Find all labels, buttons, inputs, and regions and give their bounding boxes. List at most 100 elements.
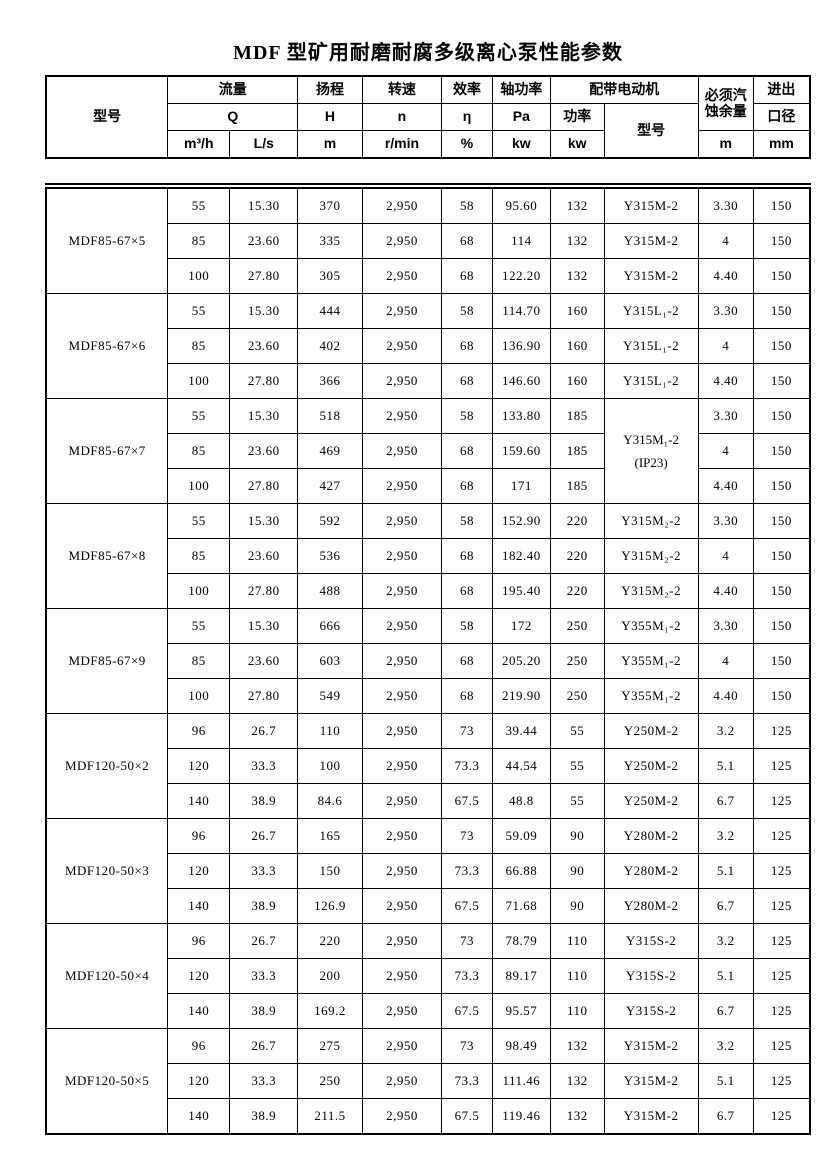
cell-npsh: 4.40 <box>697 678 754 714</box>
cell-diameter: 125 <box>752 1098 811 1135</box>
pump-model-cell: MDF120-50×3 <box>45 818 169 924</box>
cell-flow-ls: 26.7 <box>229 1028 299 1064</box>
table-row: 120 33.3 150 2,950 73.3 66.88 90 Y280M-2 5.1 125 <box>46 853 811 889</box>
cell-diameter: 125 <box>752 923 811 959</box>
cell-motor-model: Y315M₂-2 <box>603 538 699 574</box>
cell-flow-ls: 23.60 <box>229 328 299 364</box>
cell-speed: 2,950 <box>361 993 443 1029</box>
header-row-3: m³/h L/s m r/min % kw kw m mm <box>46 130 811 159</box>
cell-speed: 2,950 <box>361 258 443 294</box>
cell-speed: 2,950 <box>361 293 443 329</box>
motor-model-line: Y315M₁-2 <box>623 431 679 447</box>
cell-motor-power: 250 <box>549 678 605 714</box>
cell-efficiency: 68 <box>441 223 493 259</box>
cell-flow-ls: 27.80 <box>229 678 299 714</box>
cell-motor-model: Y315L₁-2 <box>603 328 699 364</box>
cell-head: 444 <box>297 293 363 329</box>
cell-head: 150 <box>297 853 363 889</box>
cell-speed: 2,950 <box>361 538 443 574</box>
cell-motor-model: Y315M-2 <box>603 1063 699 1099</box>
cell-motor-model: Y315S-2 <box>603 958 699 994</box>
cell-flow-m3h: 120 <box>167 1063 231 1099</box>
cell-npsh: 6.7 <box>697 783 754 819</box>
cell-shaft-power: 71.68 <box>491 888 551 924</box>
cell-head: 518 <box>297 398 363 434</box>
cell-diameter: 150 <box>752 223 811 259</box>
symbol-flow-q: Q <box>167 103 299 131</box>
cell-flow-m3h: 55 <box>167 608 231 644</box>
cell-motor-power: 90 <box>549 888 605 924</box>
cell-flow-m3h: 96 <box>167 818 231 854</box>
cell-flow-m3h: 96 <box>167 923 231 959</box>
cell-shaft-power: 44.54 <box>491 748 551 784</box>
cell-npsh: 3.2 <box>697 923 754 959</box>
cell-efficiency: 67.5 <box>441 1098 493 1135</box>
cell-flow-ls: 38.9 <box>229 888 299 924</box>
table-row: 120 33.3 100 2,950 73.3 44.54 55 Y250M-2 5.1 125 <box>46 748 811 784</box>
cell-motor-power: 90 <box>549 853 605 889</box>
cell-flow-m3h: 85 <box>167 223 231 259</box>
pump-model-cell: MDF85-67×8 <box>45 503 169 609</box>
cell-head: 427 <box>297 468 363 504</box>
cell-efficiency: 73.3 <box>441 1063 493 1099</box>
cell-flow-ls: 23.60 <box>229 223 299 259</box>
cell-flow-m3h: 140 <box>167 783 231 819</box>
cell-npsh: 3.2 <box>697 713 754 749</box>
cell-head: 165 <box>297 818 363 854</box>
cell-motor-power: 110 <box>549 923 605 959</box>
header-row-1: 型号 流量 扬程 转速 效率 轴功率 配带电动机 必须汽 蚀余量 进出 <box>45 75 811 159</box>
cell-speed: 2,950 <box>361 187 443 224</box>
cell-motor-model: Y280M-2 <box>603 818 699 854</box>
table-row: 100 27.80 488 2,950 68 195.40 220 Y315M₂-2 4.40 1… <box>46 573 811 609</box>
cell-speed: 2,950 <box>361 363 443 399</box>
table-row: 85 23.60 536 2,950 68 182.40 220 Y315M₂-2 4 150 <box>46 538 811 574</box>
page-title: MDF 型矿用耐磨耐腐多级离心泵性能参数 <box>233 42 623 64</box>
pump-data-table: MDF85-67×5 55 15.30 370 2,950 58 95.60 132 Y315M… <box>45 187 811 1135</box>
cell-motor-model: Y315M₂-2 <box>603 503 699 539</box>
cell-shaft-power: 122.20 <box>491 258 551 294</box>
cell-motor-power: 185 <box>549 433 605 469</box>
cell-motor-model: Y315M₂-2 <box>603 573 699 609</box>
cell-npsh: 4 <box>697 223 754 259</box>
cell-shaft-power: 182.40 <box>491 538 551 574</box>
cell-head: 666 <box>297 608 363 644</box>
cell-diameter: 125 <box>752 1028 811 1064</box>
cell-shaft-power: 119.46 <box>491 1098 551 1135</box>
header-table: 型号 流量 扬程 转速 效率 轴功率 配带电动机 必须汽 蚀余量 进出 Q H … <box>45 75 811 159</box>
cell-diameter: 150 <box>752 468 811 504</box>
pump-model-cell: MDF120-50×4 <box>45 923 169 1029</box>
cell-flow-m3h: 85 <box>167 328 231 364</box>
cell-head: 110 <box>297 713 363 749</box>
cell-flow-m3h: 96 <box>167 713 231 749</box>
cell-motor-power: 132 <box>549 258 605 294</box>
cell-npsh: 4 <box>697 433 754 469</box>
cell-flow-m3h: 100 <box>167 573 231 609</box>
col-header-shaft-power: 轴功率 <box>491 75 551 104</box>
cell-diameter: 150 <box>752 258 811 294</box>
cell-motor-power: 250 <box>549 643 605 679</box>
cell-shaft-power: 219.90 <box>491 678 551 714</box>
cell-shaft-power: 78.79 <box>491 923 551 959</box>
npsh-label-line1: 必须汽 <box>704 86 747 103</box>
pump-model-cell: MDF85-67×7 <box>45 398 169 504</box>
col-header-speed: 转速 <box>361 75 443 104</box>
cell-npsh: 4.40 <box>697 258 754 294</box>
cell-motor-model: Y315M-2 <box>603 258 699 294</box>
cell-flow-ls: 15.30 <box>229 187 299 224</box>
table-row: MDF120-50×4 96 26.7 220 2,950 73 78.79 110 Y315S… <box>45 923 811 1029</box>
col-header-diameter-line1: 进出 <box>752 75 811 104</box>
double-rule <box>45 183 811 185</box>
cell-head: 220 <box>297 923 363 959</box>
cell-shaft-power: 98.49 <box>491 1028 551 1064</box>
cell-diameter: 150 <box>752 573 811 609</box>
table-row: 85 23.60 335 2,950 68 114 132 Y315M-2 4 150 <box>46 223 811 259</box>
cell-npsh: 3.30 <box>697 293 754 329</box>
cell-motor-power: 110 <box>549 993 605 1029</box>
cell-speed: 2,950 <box>361 223 443 259</box>
unit-m3h: m³/h <box>167 130 231 159</box>
table-row: 140 38.9 169.2 2,950 67.5 95.57 110 Y315S-2 6.7 1… <box>46 993 811 1029</box>
cell-npsh: 3.2 <box>697 818 754 854</box>
table-row: 85 23.60 402 2,950 68 136.90 160 Y315L₁-2 4 150 <box>46 328 811 364</box>
cell-shaft-power: 89.17 <box>491 958 551 994</box>
motor-model-line: (IP23) <box>634 454 668 470</box>
